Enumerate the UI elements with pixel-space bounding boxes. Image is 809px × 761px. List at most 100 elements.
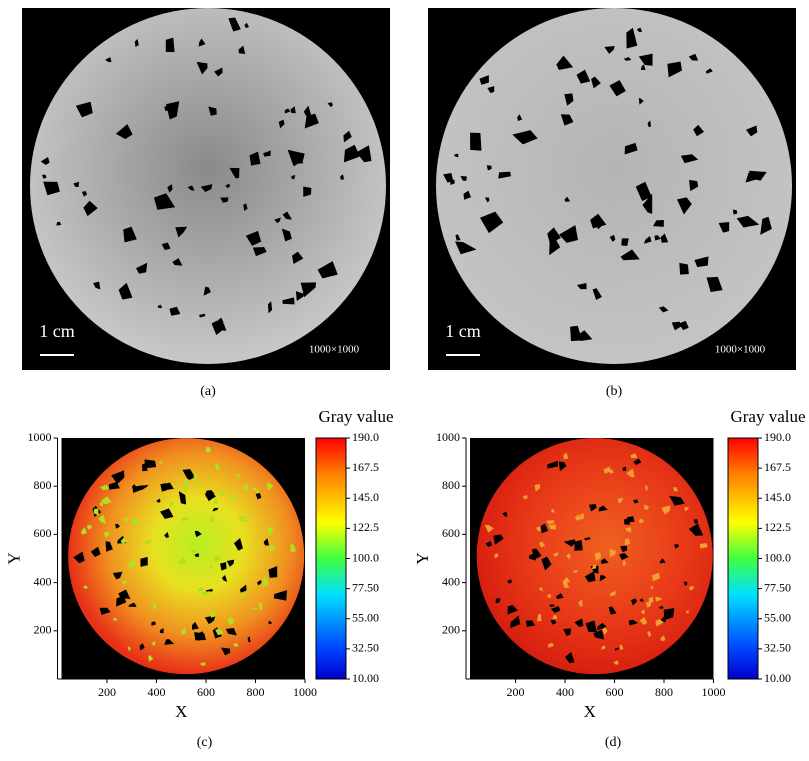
pore [251, 487, 257, 491]
y-axis-label: Y [413, 552, 432, 564]
pore [604, 45, 615, 54]
pore [238, 515, 248, 523]
pore [158, 460, 163, 465]
pore [576, 282, 587, 290]
pore [620, 545, 628, 553]
pore [213, 555, 221, 563]
pore [674, 544, 680, 549]
pore [745, 125, 758, 137]
pore [282, 297, 295, 305]
pore [273, 590, 288, 601]
x-tick-label: 200 [507, 685, 525, 699]
pore [732, 209, 738, 215]
pore [547, 460, 558, 469]
pore [157, 304, 163, 309]
pore [693, 519, 699, 524]
pore [225, 628, 237, 636]
image-resolution: 1000×1000 [309, 344, 360, 356]
pore [191, 621, 199, 630]
pore [659, 606, 664, 610]
pore [184, 478, 189, 486]
pore [220, 562, 227, 571]
pore [601, 626, 608, 635]
pore [631, 598, 638, 606]
pore [112, 571, 123, 580]
pore [626, 27, 638, 49]
x-tick-label: 400 [148, 685, 166, 699]
pore [623, 57, 632, 61]
x-axis-label: X [175, 702, 187, 721]
pore [592, 288, 602, 301]
pore [493, 534, 504, 545]
colorbar-tick-label: 77.50 [352, 580, 379, 594]
pore [123, 226, 137, 243]
pore [661, 505, 671, 515]
pore [118, 589, 131, 600]
pore [622, 560, 627, 566]
colorbar-tick-label: 10.00 [352, 671, 379, 685]
scale-bar-label: 1 cm [39, 321, 75, 341]
pore [495, 598, 501, 604]
pore [615, 647, 620, 651]
pore [550, 619, 557, 625]
pore [684, 506, 689, 512]
pore [178, 556, 186, 565]
pore [579, 513, 584, 520]
y-tick-label: 400 [442, 574, 460, 588]
pore [282, 211, 292, 220]
pore [625, 527, 632, 533]
pore [210, 516, 215, 523]
pore [558, 461, 567, 472]
pore [178, 491, 187, 505]
pore [254, 489, 259, 494]
pore [233, 538, 243, 551]
pore [128, 602, 137, 607]
pore [603, 466, 611, 474]
pore [564, 651, 575, 664]
pore [659, 558, 666, 564]
pore [343, 144, 361, 163]
colorbar-tick-label: 55.00 [764, 611, 791, 625]
pore [693, 124, 704, 137]
scale-bar-label: 1 cm [445, 321, 481, 341]
pore [630, 453, 638, 459]
pore [300, 282, 317, 298]
pore [598, 505, 608, 512]
pore [263, 538, 270, 546]
pore [627, 516, 635, 523]
pore [198, 38, 206, 47]
pore [292, 251, 304, 264]
pore [194, 530, 202, 538]
pore [101, 496, 112, 505]
pore [164, 639, 175, 645]
pore [105, 541, 113, 552]
pore [540, 523, 549, 534]
specimen [436, 8, 792, 364]
pore [165, 37, 175, 53]
colorbar-tick-label: 32.50 [764, 641, 791, 655]
pore [689, 179, 699, 192]
pore [647, 631, 652, 638]
pore [609, 549, 616, 558]
pore [122, 517, 129, 523]
pore [99, 607, 111, 615]
pore [686, 609, 689, 614]
pore [667, 61, 682, 78]
pore [535, 526, 541, 532]
pore [539, 541, 546, 548]
pore [193, 471, 199, 479]
pore [663, 608, 675, 621]
pore [718, 222, 730, 233]
colorbar [727, 437, 759, 680]
pore [215, 629, 224, 636]
panel-label: (d) [605, 735, 622, 750]
pore [161, 482, 174, 491]
pore [534, 484, 541, 492]
pore [130, 518, 140, 526]
pore [736, 215, 760, 228]
colorbar-title: Gray value [730, 407, 805, 426]
colorbar-tick-label: 32.50 [352, 641, 379, 655]
y-tick-label: 800 [34, 478, 52, 492]
colorbar-tick-label: 100.0 [764, 550, 791, 564]
pore [220, 647, 231, 656]
